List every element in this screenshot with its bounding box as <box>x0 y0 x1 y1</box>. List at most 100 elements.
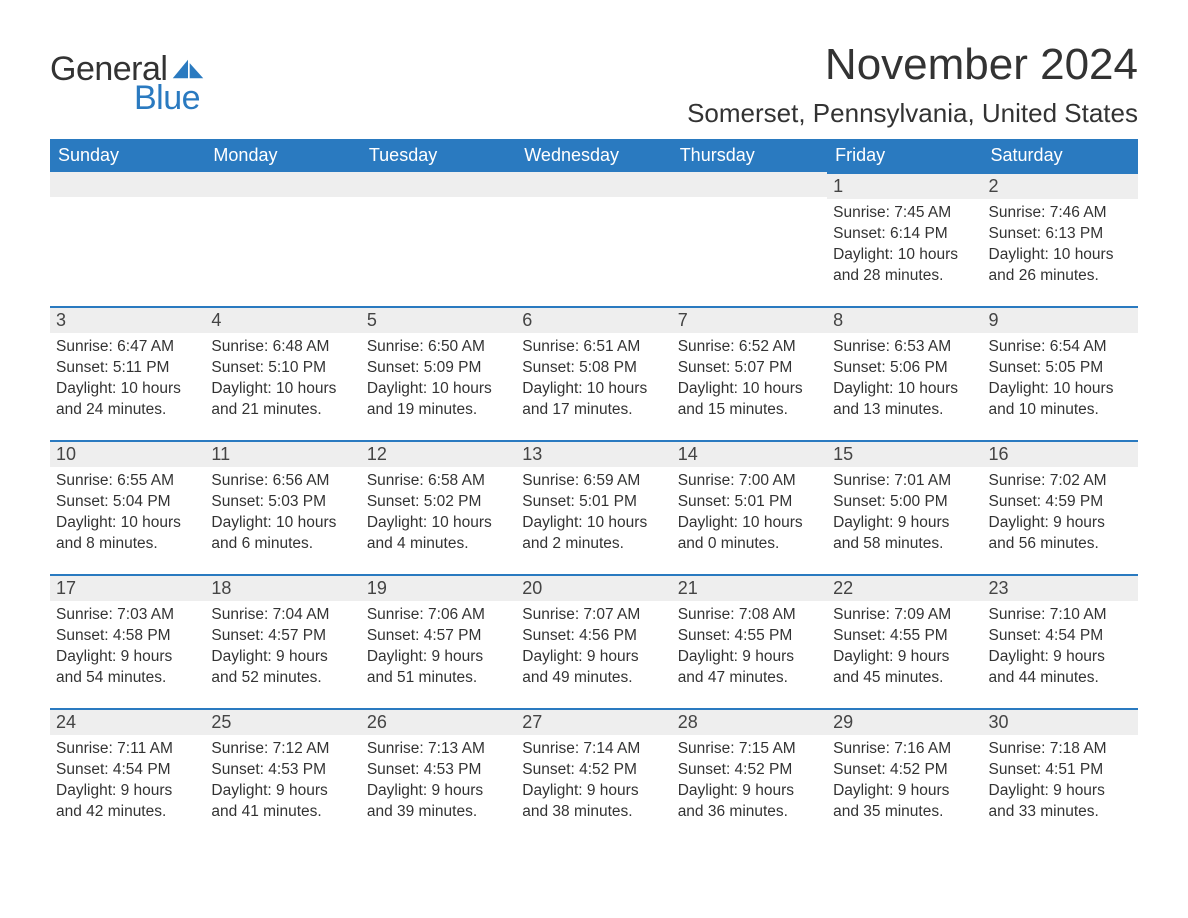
header-row: General Blue November 2024 Somerset, Pen… <box>50 30 1138 139</box>
daylight-line2: and 4 minutes. <box>367 534 510 555</box>
daylight-line2: and 36 minutes. <box>678 802 821 823</box>
daylight-line2: and 49 minutes. <box>522 668 665 689</box>
daylight-line2: and 41 minutes. <box>211 802 354 823</box>
day-details: Sunrise: 7:14 AMSunset: 4:52 PMDaylight:… <box>516 735 671 823</box>
calendar-table: SundayMondayTuesdayWednesdayThursdayFrid… <box>50 139 1138 842</box>
calendar-cell: 3Sunrise: 6:47 AMSunset: 5:11 PMDaylight… <box>50 306 205 440</box>
daylight-line2: and 24 minutes. <box>56 400 199 421</box>
calendar-cell: 4Sunrise: 6:48 AMSunset: 5:10 PMDaylight… <box>205 306 360 440</box>
calendar-cell: 30Sunrise: 7:18 AMSunset: 4:51 PMDayligh… <box>983 708 1138 842</box>
daylight-line1: Daylight: 10 hours <box>833 245 976 266</box>
daylight-line1: Daylight: 9 hours <box>56 647 199 668</box>
calendar-cell: 8Sunrise: 6:53 AMSunset: 5:06 PMDaylight… <box>827 306 982 440</box>
day-number: 27 <box>516 708 671 735</box>
day-details: Sunrise: 7:45 AMSunset: 6:14 PMDaylight:… <box>827 199 982 287</box>
daylight-line2: and 56 minutes. <box>989 534 1132 555</box>
month-title: November 2024 <box>687 40 1138 90</box>
sunset-line: Sunset: 4:54 PM <box>989 626 1132 647</box>
calendar-cell: 10Sunrise: 6:55 AMSunset: 5:04 PMDayligh… <box>50 440 205 574</box>
daylight-line2: and 52 minutes. <box>211 668 354 689</box>
calendar-cell: 22Sunrise: 7:09 AMSunset: 4:55 PMDayligh… <box>827 574 982 708</box>
day-number: 16 <box>983 440 1138 467</box>
day-details: Sunrise: 6:50 AMSunset: 5:09 PMDaylight:… <box>361 333 516 421</box>
sunrise-line: Sunrise: 7:46 AM <box>989 203 1132 224</box>
calendar-cell: 20Sunrise: 7:07 AMSunset: 4:56 PMDayligh… <box>516 574 671 708</box>
calendar-cell: 29Sunrise: 7:16 AMSunset: 4:52 PMDayligh… <box>827 708 982 842</box>
daylight-line2: and 0 minutes. <box>678 534 821 555</box>
sunrise-line: Sunrise: 7:12 AM <box>211 739 354 760</box>
calendar-cell <box>50 172 205 306</box>
day-details: Sunrise: 7:46 AMSunset: 6:13 PMDaylight:… <box>983 199 1138 287</box>
daylight-line2: and 28 minutes. <box>833 266 976 287</box>
calendar-cell: 25Sunrise: 7:12 AMSunset: 4:53 PMDayligh… <box>205 708 360 842</box>
calendar-cell: 18Sunrise: 7:04 AMSunset: 4:57 PMDayligh… <box>205 574 360 708</box>
sunset-line: Sunset: 5:06 PM <box>833 358 976 379</box>
daylight-line1: Daylight: 9 hours <box>678 781 821 802</box>
sunrise-line: Sunrise: 7:14 AM <box>522 739 665 760</box>
daylight-line1: Daylight: 10 hours <box>211 513 354 534</box>
sunrise-line: Sunrise: 6:50 AM <box>367 337 510 358</box>
calendar-week-row: 1Sunrise: 7:45 AMSunset: 6:14 PMDaylight… <box>50 172 1138 306</box>
calendar-cell: 27Sunrise: 7:14 AMSunset: 4:52 PMDayligh… <box>516 708 671 842</box>
day-details: Sunrise: 7:16 AMSunset: 4:52 PMDaylight:… <box>827 735 982 823</box>
daylight-line2: and 33 minutes. <box>989 802 1132 823</box>
daylight-line2: and 58 minutes. <box>833 534 976 555</box>
sunrise-line: Sunrise: 7:04 AM <box>211 605 354 626</box>
day-number: 28 <box>672 708 827 735</box>
sunset-line: Sunset: 4:52 PM <box>833 760 976 781</box>
daylight-line2: and 8 minutes. <box>56 534 199 555</box>
daylight-line1: Daylight: 9 hours <box>833 781 976 802</box>
daylight-line1: Daylight: 10 hours <box>833 379 976 400</box>
day-number: 8 <box>827 306 982 333</box>
sunset-line: Sunset: 4:59 PM <box>989 492 1132 513</box>
daylight-line1: Daylight: 10 hours <box>56 379 199 400</box>
day-details: Sunrise: 6:51 AMSunset: 5:08 PMDaylight:… <box>516 333 671 421</box>
sunset-line: Sunset: 6:13 PM <box>989 224 1132 245</box>
sunset-line: Sunset: 4:57 PM <box>367 626 510 647</box>
day-number: 21 <box>672 574 827 601</box>
sunrise-line: Sunrise: 7:16 AM <box>833 739 976 760</box>
daylight-line1: Daylight: 10 hours <box>678 513 821 534</box>
sunrise-line: Sunrise: 6:56 AM <box>211 471 354 492</box>
sunset-line: Sunset: 4:58 PM <box>56 626 199 647</box>
sunrise-line: Sunrise: 7:13 AM <box>367 739 510 760</box>
daylight-line2: and 17 minutes. <box>522 400 665 421</box>
daylight-line2: and 15 minutes. <box>678 400 821 421</box>
sunset-line: Sunset: 5:02 PM <box>367 492 510 513</box>
calendar-cell <box>672 172 827 306</box>
day-number: 5 <box>361 306 516 333</box>
day-number: 7 <box>672 306 827 333</box>
day-number: 14 <box>672 440 827 467</box>
calendar-body: 1Sunrise: 7:45 AMSunset: 6:14 PMDaylight… <box>50 172 1138 842</box>
day-number: 11 <box>205 440 360 467</box>
day-number: 18 <box>205 574 360 601</box>
day-number: 13 <box>516 440 671 467</box>
sunrise-line: Sunrise: 6:48 AM <box>211 337 354 358</box>
daylight-line2: and 21 minutes. <box>211 400 354 421</box>
day-number: 4 <box>205 306 360 333</box>
daylight-line1: Daylight: 9 hours <box>211 647 354 668</box>
sunrise-line: Sunrise: 6:54 AM <box>989 337 1132 358</box>
sunrise-line: Sunrise: 6:59 AM <box>522 471 665 492</box>
day-number: 15 <box>827 440 982 467</box>
calendar-week-row: 3Sunrise: 6:47 AMSunset: 5:11 PMDaylight… <box>50 306 1138 440</box>
day-number: 1 <box>827 172 982 199</box>
sunset-line: Sunset: 4:55 PM <box>833 626 976 647</box>
brand-logo: General Blue <box>50 50 205 118</box>
sunrise-line: Sunrise: 7:18 AM <box>989 739 1132 760</box>
sunset-line: Sunset: 5:11 PM <box>56 358 199 379</box>
daylight-line2: and 19 minutes. <box>367 400 510 421</box>
sunrise-line: Sunrise: 6:58 AM <box>367 471 510 492</box>
titles: November 2024 Somerset, Pennsylvania, Un… <box>687 30 1138 139</box>
day-details: Sunrise: 7:06 AMSunset: 4:57 PMDaylight:… <box>361 601 516 689</box>
day-details: Sunrise: 6:47 AMSunset: 5:11 PMDaylight:… <box>50 333 205 421</box>
daylight-line2: and 10 minutes. <box>989 400 1132 421</box>
day-number: 22 <box>827 574 982 601</box>
daylight-line1: Daylight: 10 hours <box>678 379 821 400</box>
sunrise-line: Sunrise: 7:07 AM <box>522 605 665 626</box>
day-number-empty <box>50 172 205 197</box>
calendar-cell: 7Sunrise: 6:52 AMSunset: 5:07 PMDaylight… <box>672 306 827 440</box>
calendar-cell: 28Sunrise: 7:15 AMSunset: 4:52 PMDayligh… <box>672 708 827 842</box>
day-number: 6 <box>516 306 671 333</box>
sunset-line: Sunset: 4:53 PM <box>367 760 510 781</box>
